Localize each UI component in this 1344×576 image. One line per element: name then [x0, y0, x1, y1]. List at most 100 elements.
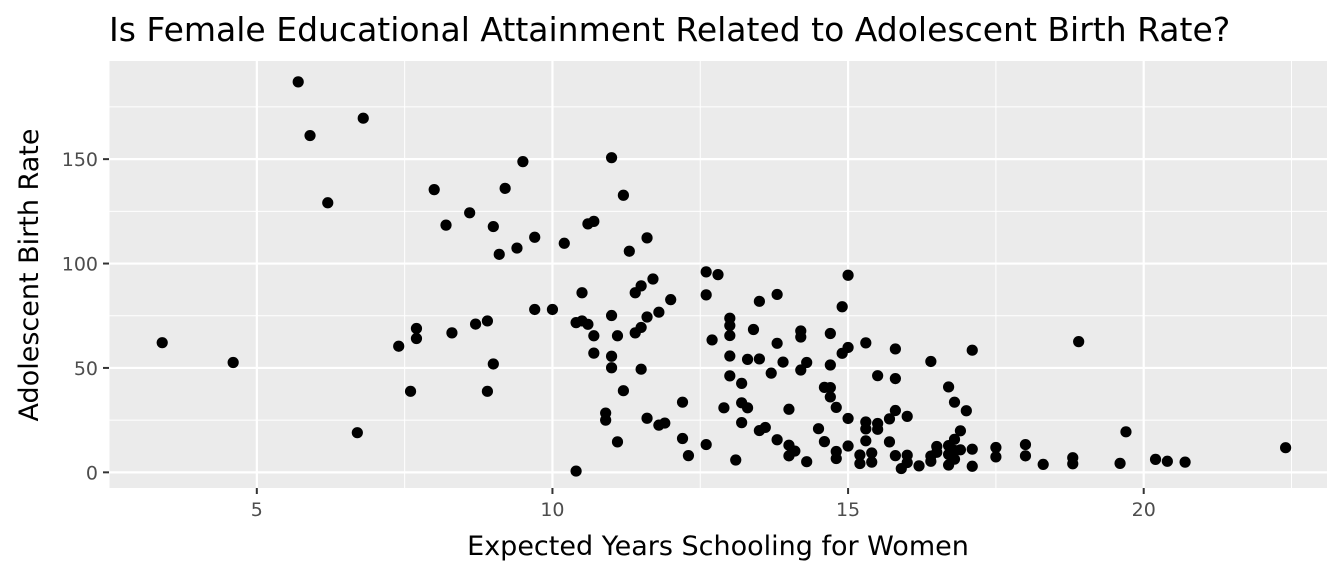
y-tick-label: 50 — [74, 358, 98, 380]
data-point — [410, 322, 423, 335]
data-point — [700, 266, 712, 278]
data-point — [718, 402, 730, 414]
data-point — [966, 460, 978, 472]
data-point — [440, 219, 452, 231]
y-tick-label: 150 — [62, 149, 98, 171]
x-tick-label: 20 — [1132, 499, 1156, 521]
data-point — [1067, 458, 1079, 470]
data-point — [529, 303, 541, 316]
data-point — [700, 438, 712, 451]
data-point — [227, 356, 239, 369]
data-point — [730, 454, 742, 466]
data-point — [842, 440, 854, 452]
data-point — [617, 189, 629, 201]
x-axis: 5 10 15 20 — [251, 488, 1156, 521]
data-point — [428, 184, 440, 196]
data-point — [499, 182, 511, 194]
data-point — [659, 417, 671, 429]
data-point — [1114, 457, 1126, 469]
data-points — [156, 76, 1292, 477]
data-point — [1037, 458, 1049, 471]
data-point — [901, 456, 913, 469]
data-point — [925, 355, 937, 368]
data-point — [948, 433, 961, 445]
data-point — [611, 330, 624, 342]
data-point — [842, 341, 854, 354]
data-point — [487, 358, 499, 370]
data-point — [724, 329, 736, 342]
data-point — [351, 427, 363, 439]
data-point — [493, 248, 505, 260]
data-point — [913, 460, 925, 472]
data-point — [588, 215, 600, 227]
data-point — [357, 112, 369, 124]
data-point — [635, 280, 647, 292]
minor-gridlines — [108, 61, 1327, 488]
data-point — [464, 207, 476, 219]
data-point — [546, 303, 559, 316]
data-point — [842, 412, 854, 425]
data-point — [304, 129, 316, 142]
data-point — [1149, 453, 1162, 465]
data-point — [588, 330, 600, 342]
data-point — [635, 363, 647, 375]
data-point — [393, 340, 405, 352]
data-point — [753, 295, 765, 307]
data-point — [724, 350, 736, 362]
data-point — [588, 347, 600, 359]
data-point — [641, 412, 653, 424]
data-point — [889, 404, 901, 417]
data-point — [824, 391, 836, 403]
data-point — [795, 331, 807, 343]
data-point — [724, 319, 736, 332]
data-point — [741, 402, 754, 414]
data-point — [511, 242, 523, 254]
data-point — [529, 231, 541, 243]
data-point — [783, 403, 795, 415]
data-point — [576, 287, 588, 299]
data-point — [931, 446, 943, 458]
data-point — [741, 353, 754, 365]
data-point — [824, 359, 836, 371]
data-point — [789, 445, 801, 457]
data-point — [812, 423, 825, 435]
data-point — [635, 321, 647, 334]
data-point — [600, 414, 612, 426]
x-axis-title: Expected Years Schooling for Women — [467, 531, 969, 562]
data-point — [641, 311, 653, 323]
data-point — [801, 456, 813, 468]
data-point — [990, 441, 1002, 454]
data-point — [872, 370, 884, 382]
data-point — [682, 450, 695, 462]
data-point — [901, 410, 913, 422]
data-point — [771, 434, 783, 446]
data-point — [872, 423, 884, 435]
data-point — [517, 156, 529, 168]
data-point — [322, 197, 334, 209]
data-point — [1161, 455, 1173, 467]
data-point — [860, 423, 872, 435]
data-point — [818, 436, 831, 448]
data-point — [1073, 336, 1085, 348]
y-axis: 0 50 100 150 — [62, 149, 109, 484]
data-point — [830, 452, 842, 465]
data-point — [954, 444, 967, 456]
data-point — [736, 417, 748, 429]
data-point — [706, 334, 718, 346]
data-point — [481, 385, 494, 397]
data-point — [617, 385, 629, 397]
data-point — [747, 323, 760, 336]
data-point — [842, 269, 854, 281]
data-point — [866, 456, 878, 468]
data-point — [854, 449, 866, 461]
data-point — [605, 362, 618, 374]
data-point — [605, 309, 618, 322]
major-gridlines — [109, 61, 1327, 488]
data-point — [960, 405, 972, 417]
data-point — [156, 337, 168, 349]
data-point — [860, 435, 872, 447]
data-point — [860, 337, 872, 349]
chart-title: Is Female Educational Attainment Related… — [109, 10, 1230, 49]
x-tick-label: 10 — [540, 499, 564, 521]
